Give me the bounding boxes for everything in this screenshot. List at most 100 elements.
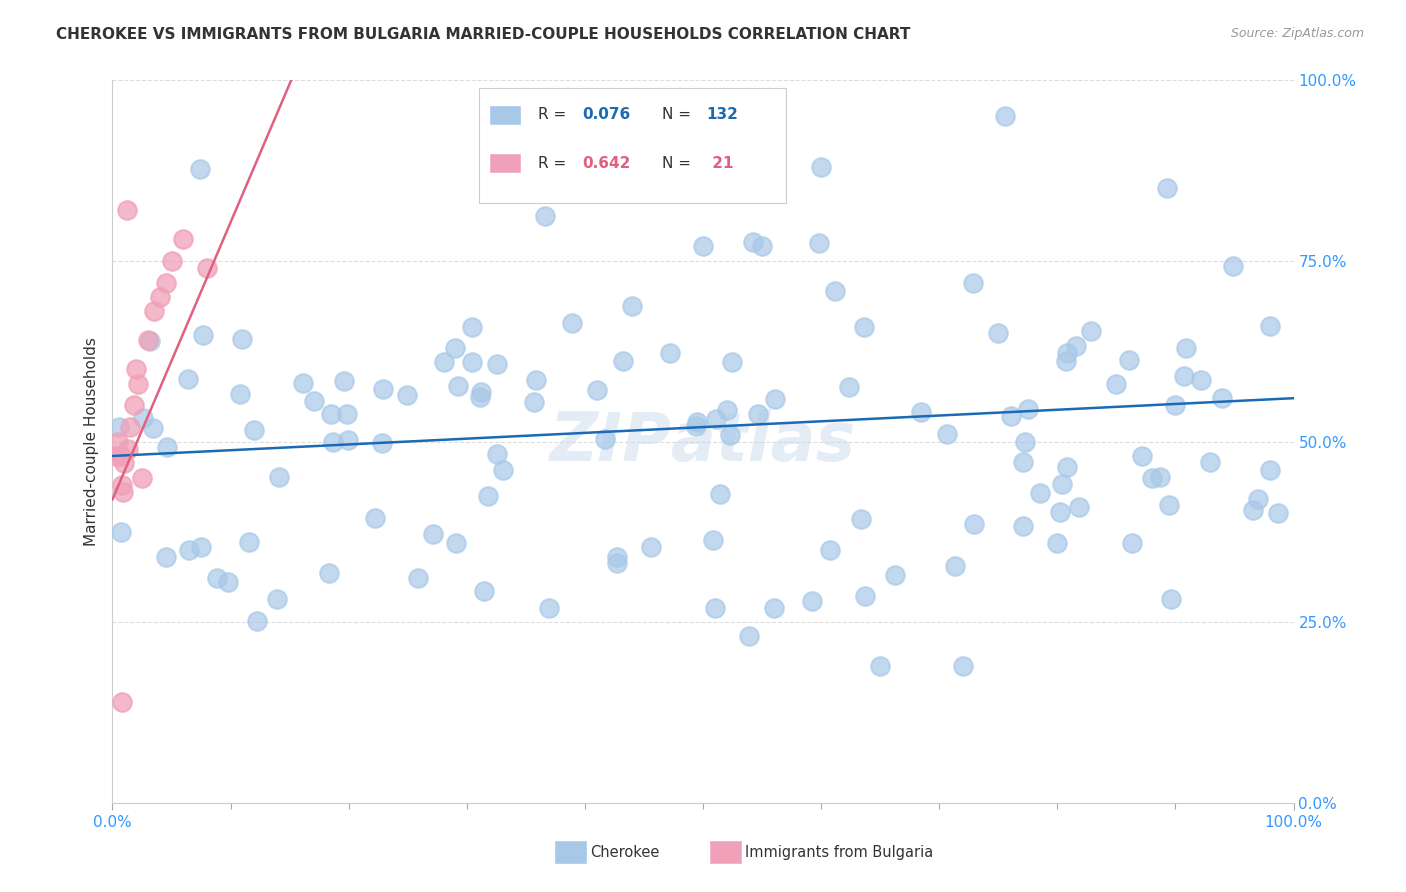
Point bbox=[1121, 536, 1143, 550]
Point bbox=[538, 600, 561, 615]
Point bbox=[371, 383, 394, 397]
Point bbox=[1173, 369, 1195, 384]
Point bbox=[869, 658, 891, 673]
Point bbox=[149, 290, 172, 304]
Point bbox=[1080, 324, 1102, 338]
FancyBboxPatch shape bbox=[491, 154, 520, 172]
Point bbox=[1199, 455, 1222, 469]
Point bbox=[1258, 318, 1281, 333]
Point bbox=[807, 236, 830, 251]
Point bbox=[446, 379, 468, 393]
Point bbox=[111, 478, 134, 492]
Text: ZIP​atlas: ZIP​atlas bbox=[550, 409, 856, 475]
Point bbox=[838, 380, 860, 394]
Point bbox=[107, 434, 129, 449]
Point bbox=[1064, 339, 1087, 353]
Point bbox=[155, 276, 177, 290]
Point bbox=[716, 402, 738, 417]
Point bbox=[692, 239, 714, 253]
Point bbox=[433, 354, 456, 368]
Point bbox=[176, 372, 198, 386]
Point bbox=[606, 549, 628, 564]
Text: Source: ZipAtlas.com: Source: ZipAtlas.com bbox=[1230, 27, 1364, 40]
Point bbox=[242, 423, 264, 437]
Point bbox=[229, 387, 252, 401]
Point bbox=[818, 542, 841, 557]
Point bbox=[1156, 181, 1178, 195]
Point bbox=[810, 160, 832, 174]
Point bbox=[127, 376, 149, 391]
Point bbox=[238, 535, 260, 549]
Point bbox=[485, 447, 508, 461]
Point bbox=[125, 362, 148, 376]
Point bbox=[1014, 434, 1036, 449]
Point bbox=[364, 510, 387, 524]
Point bbox=[136, 334, 159, 348]
Point bbox=[763, 392, 786, 407]
Point bbox=[266, 591, 288, 606]
Point bbox=[606, 557, 628, 571]
Point bbox=[138, 334, 160, 349]
Point bbox=[267, 470, 290, 484]
Point bbox=[142, 304, 165, 318]
Point bbox=[742, 235, 765, 249]
Point bbox=[704, 411, 727, 425]
Point bbox=[156, 440, 179, 454]
Point bbox=[1211, 392, 1233, 406]
Point bbox=[1159, 498, 1181, 512]
FancyBboxPatch shape bbox=[478, 87, 786, 203]
Text: R =: R = bbox=[537, 156, 571, 171]
Point bbox=[110, 449, 132, 463]
Point bbox=[120, 420, 142, 434]
Point bbox=[333, 375, 356, 389]
Point bbox=[1067, 500, 1090, 515]
Point bbox=[172, 232, 194, 246]
Text: N =: N = bbox=[662, 156, 696, 171]
Text: Immigrants from Bulgaria: Immigrants from Bulgaria bbox=[745, 845, 934, 860]
Point bbox=[801, 594, 824, 608]
Text: CHEROKEE VS IMMIGRANTS FROM BULGARIA MARRIED-COUPLE HOUSEHOLDS CORRELATION CHART: CHEROKEE VS IMMIGRANTS FROM BULGARIA MAR… bbox=[56, 27, 911, 42]
Point bbox=[523, 395, 546, 409]
Point bbox=[142, 420, 165, 434]
Point bbox=[155, 549, 177, 564]
Point bbox=[1056, 459, 1078, 474]
Point bbox=[1118, 353, 1140, 368]
Point bbox=[703, 600, 725, 615]
Point bbox=[1241, 503, 1264, 517]
Point bbox=[962, 276, 984, 290]
Point bbox=[621, 299, 644, 313]
Point bbox=[1056, 346, 1078, 360]
Point bbox=[943, 559, 966, 574]
Point bbox=[952, 658, 974, 673]
Point bbox=[686, 415, 709, 429]
Point bbox=[472, 584, 495, 599]
Point bbox=[188, 161, 211, 176]
Point bbox=[246, 614, 269, 628]
Point bbox=[1046, 535, 1069, 549]
Text: 132: 132 bbox=[707, 107, 738, 122]
Point bbox=[131, 471, 153, 485]
Point bbox=[461, 320, 484, 334]
Point bbox=[1149, 470, 1171, 484]
Point bbox=[122, 398, 145, 412]
Point bbox=[595, 432, 617, 446]
Point bbox=[111, 695, 134, 709]
Point bbox=[884, 568, 907, 582]
Point bbox=[205, 571, 228, 585]
Point bbox=[534, 209, 557, 223]
Point bbox=[115, 203, 138, 218]
Point bbox=[738, 629, 761, 643]
Point bbox=[477, 489, 499, 503]
Point bbox=[131, 410, 153, 425]
Point bbox=[1130, 449, 1153, 463]
Point bbox=[395, 388, 418, 402]
Point bbox=[112, 456, 135, 470]
Point bbox=[1189, 373, 1212, 387]
Point bbox=[1054, 354, 1077, 368]
Point bbox=[231, 332, 253, 346]
Point bbox=[987, 326, 1010, 341]
Point bbox=[747, 407, 769, 421]
Point bbox=[112, 485, 135, 500]
Point bbox=[1160, 592, 1182, 607]
Point bbox=[1049, 505, 1071, 519]
